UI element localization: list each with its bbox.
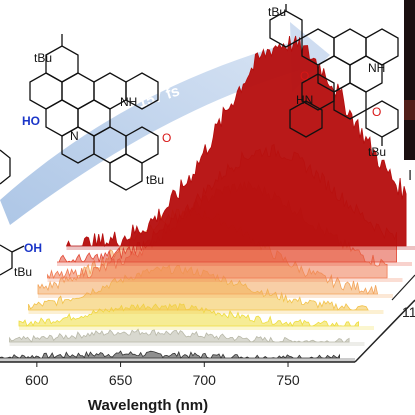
right-o-left: O (300, 69, 309, 83)
spectrum-floor-6 (19, 326, 374, 330)
left-o: O (162, 131, 171, 145)
spectrum-floor-2 (57, 262, 412, 266)
left-tbu-mid: tBu (146, 173, 164, 187)
spectrum-floor-5 (28, 310, 384, 314)
panel-letter-partial: I (408, 167, 412, 184)
spectrum-floor-8 (0, 358, 355, 362)
right-hn: HN (296, 93, 313, 107)
x-tick-label-600: 600 (25, 372, 49, 388)
spectrum-floor-3 (47, 278, 403, 282)
x-tick-label-750: 750 (276, 372, 300, 388)
left-nh: NH (120, 95, 137, 109)
spectrum-floor-1 (66, 246, 415, 250)
reaction-arrow (0, 40, 300, 225)
inset-image-edge (404, 0, 415, 160)
x-tick-label-650: 650 (109, 372, 133, 388)
x-axis: 600 650 700 750 (25, 362, 300, 388)
spectrum-trace-1 (65, 35, 407, 248)
spectrum-trace-7 (9, 328, 350, 343)
molecule-left (0, 34, 159, 276)
x-tick-label-700: 700 (193, 372, 217, 388)
spectrum-floor-4 (38, 294, 393, 298)
molecule-right (269, 4, 399, 146)
floor-right-edge (354, 299, 415, 363)
inset-image-glow (404, 100, 415, 120)
left-tbu-bottom: tBu (14, 265, 32, 279)
x-axis-label: Wavelength (nm) (88, 397, 208, 414)
left-oh: OH (24, 241, 42, 255)
floor-right-edge-upper (391, 274, 415, 301)
spectrum-floor-7 (9, 342, 365, 346)
spectra-group (0, 35, 415, 362)
spectrum-trace-8 (0, 350, 341, 359)
right-o-right: O (372, 105, 381, 119)
depth-axis-label-partial: 11 (402, 304, 415, 320)
left-tbu-top: tBu (34, 51, 52, 65)
right-tbu-bottom: tBu (368, 145, 386, 159)
left-n: N (70, 129, 79, 143)
left-ho: HO (22, 114, 40, 128)
right-tbu-top: tBu (268, 5, 286, 19)
right-nh: NH (368, 61, 385, 75)
